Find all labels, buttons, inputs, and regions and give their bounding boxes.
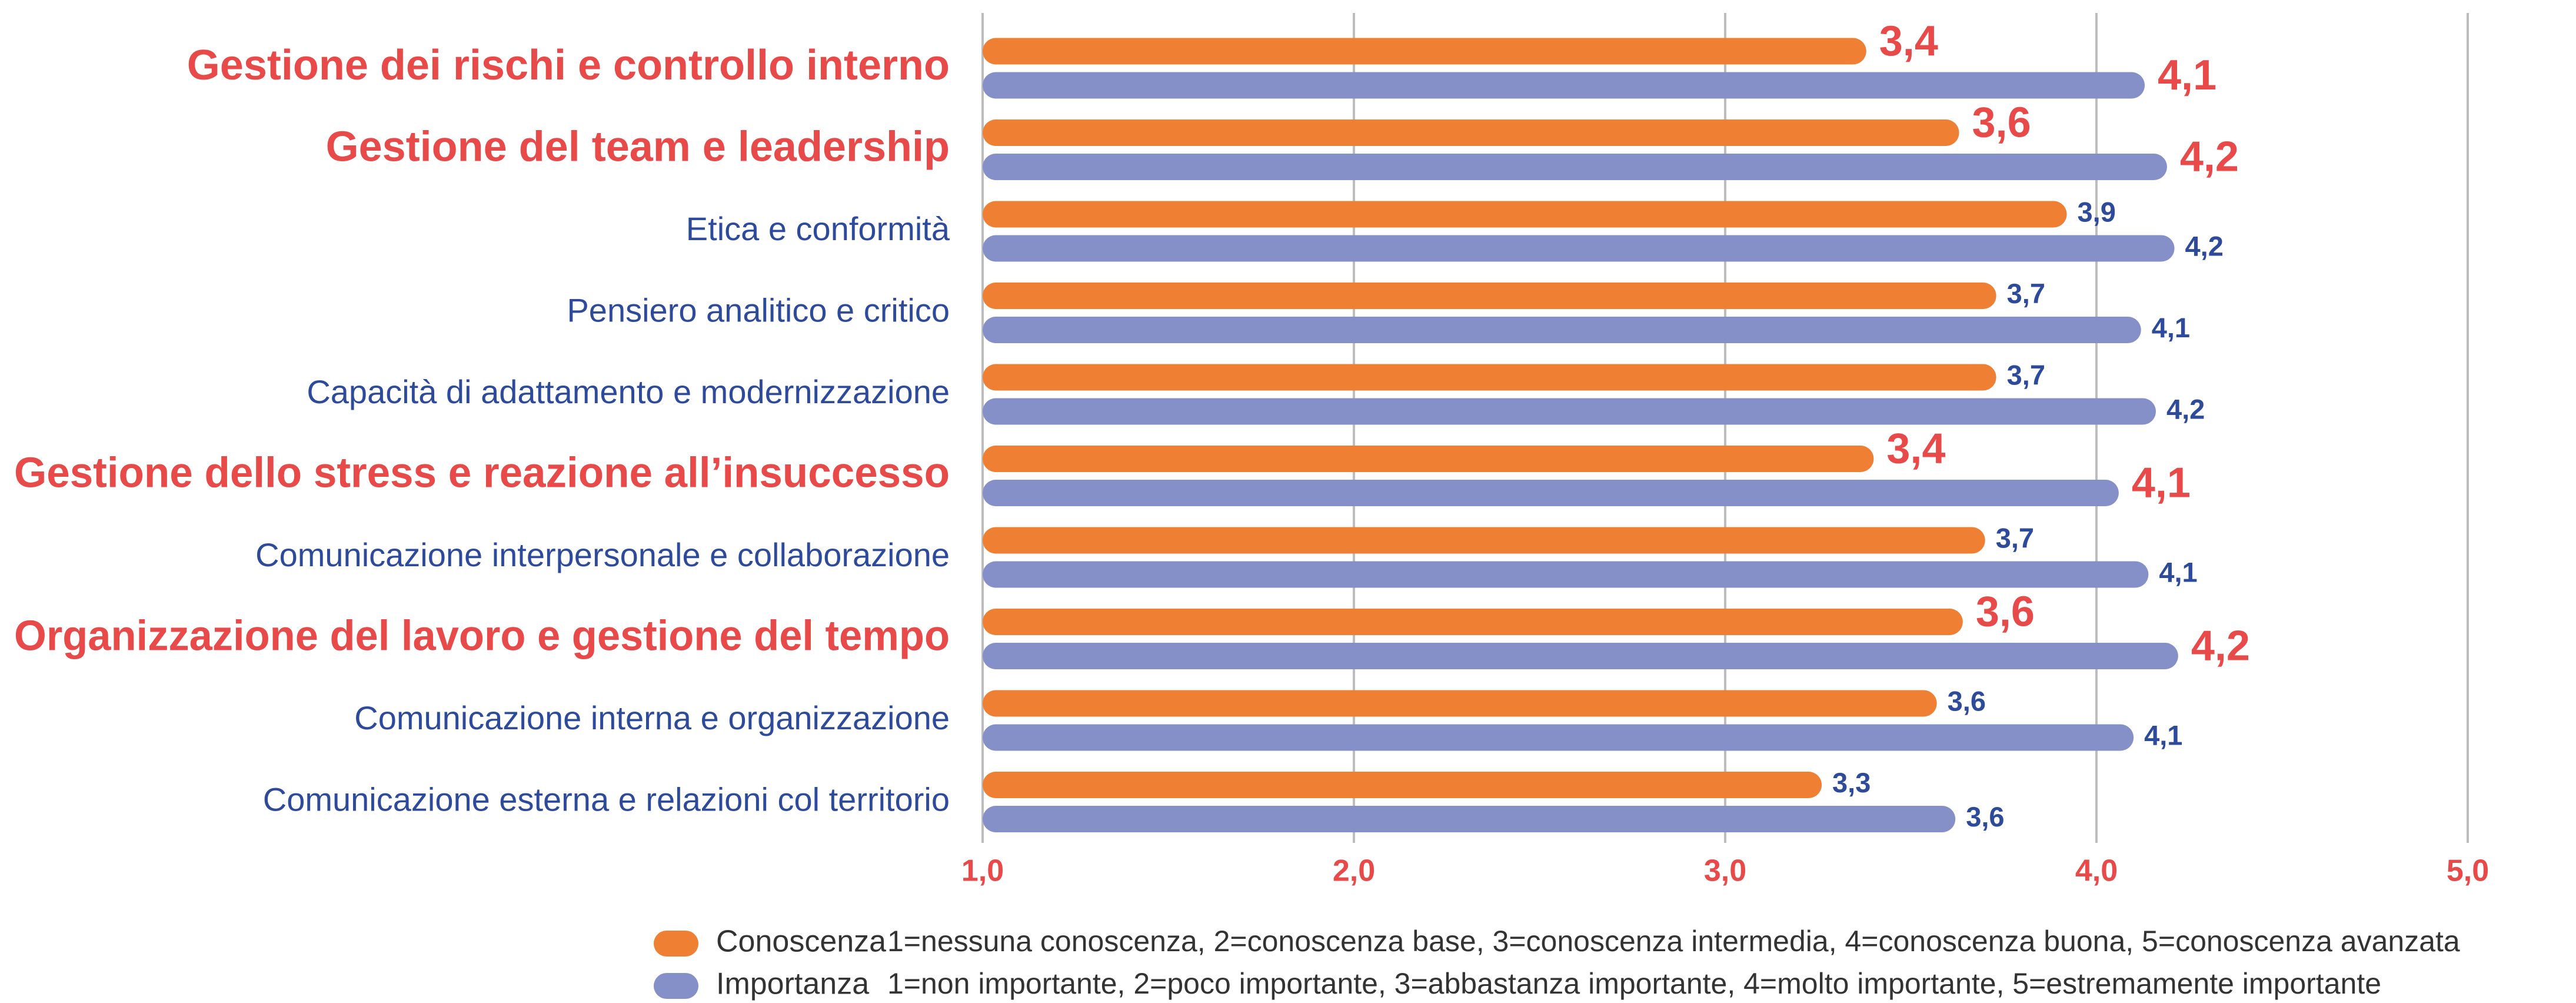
category-label: Comunicazione esterna e relazioni col te… <box>263 781 950 818</box>
value-label: 3,7 <box>1996 522 2034 553</box>
legend-description: 1=non importante, 2=poco importante, 3=a… <box>887 967 2381 1000</box>
category-label: Pensiero analitico e critico <box>567 291 950 328</box>
value-label: 3,6 <box>1972 99 2031 147</box>
value-label: 4,2 <box>2185 230 2224 261</box>
bar <box>983 364 1996 391</box>
value-label: 4,1 <box>2132 460 2191 507</box>
value-label: 3,4 <box>1886 426 1945 473</box>
value-label: 4,1 <box>2152 312 2190 343</box>
x-tick-label: 5,0 <box>2447 854 2489 888</box>
value-label: 3,3 <box>1832 767 1871 798</box>
bar <box>983 690 1937 717</box>
bar <box>983 201 2067 228</box>
value-label: 4,2 <box>2166 393 2205 424</box>
value-label: 3,4 <box>1879 18 1938 65</box>
value-label: 3,6 <box>1966 801 2004 832</box>
legend-swatch <box>654 931 698 956</box>
legend-label: Conoscenza <box>716 925 886 959</box>
bar <box>983 527 1985 554</box>
value-label: 3,7 <box>2007 359 2045 390</box>
value-label: 4,1 <box>2159 556 2197 587</box>
bar <box>983 72 2145 99</box>
category-label: Comunicazione interna e organizzazione <box>354 699 950 736</box>
x-tick-label: 1,0 <box>961 854 1004 888</box>
value-label: 4,1 <box>2144 719 2182 750</box>
bar <box>983 235 2175 262</box>
category-label: Gestione del team e leadership <box>326 124 950 171</box>
legend-label: Importanza <box>716 967 869 1001</box>
bar <box>983 609 1963 635</box>
value-label: 4,1 <box>2158 52 2216 99</box>
bar <box>983 643 2178 669</box>
value-label: 3,9 <box>2078 196 2116 227</box>
value-label: 4,2 <box>2180 134 2239 181</box>
value-label: 4,2 <box>2191 623 2250 670</box>
category-label: Gestione dei rischi e controllo interno <box>187 42 950 89</box>
bar <box>983 561 2149 588</box>
bar <box>983 119 1959 146</box>
legend-description: 1=nessuna conoscenza, 2=conoscenza base,… <box>887 925 2460 958</box>
bar <box>983 317 2141 343</box>
bar <box>983 398 2156 425</box>
category-label: Etica e conformità <box>686 210 950 247</box>
category-label: Comunicazione interpersonale e collabora… <box>255 536 950 573</box>
category-label: Capacità di adattamento e modernizzazion… <box>307 373 950 410</box>
x-tick-label: 2,0 <box>1333 854 1375 888</box>
bar <box>983 154 2167 180</box>
bar <box>983 38 1866 65</box>
value-label: 3,7 <box>2007 278 2045 309</box>
bar <box>983 446 1874 472</box>
category-label: Gestione dello stress e reazione all’ins… <box>14 450 950 497</box>
bar <box>983 283 1996 309</box>
value-label: 3,6 <box>1976 589 2035 636</box>
bar <box>983 480 2119 506</box>
bar <box>983 772 1822 798</box>
bar <box>983 806 1956 832</box>
bar <box>983 724 2134 751</box>
value-label: 3,6 <box>1948 685 1986 716</box>
category-label: Organizzazione del lavoro e gestione del… <box>14 613 950 660</box>
x-tick-label: 4,0 <box>2075 854 2118 888</box>
x-tick-label: 3,0 <box>1704 854 1746 888</box>
legend-swatch <box>654 973 698 999</box>
